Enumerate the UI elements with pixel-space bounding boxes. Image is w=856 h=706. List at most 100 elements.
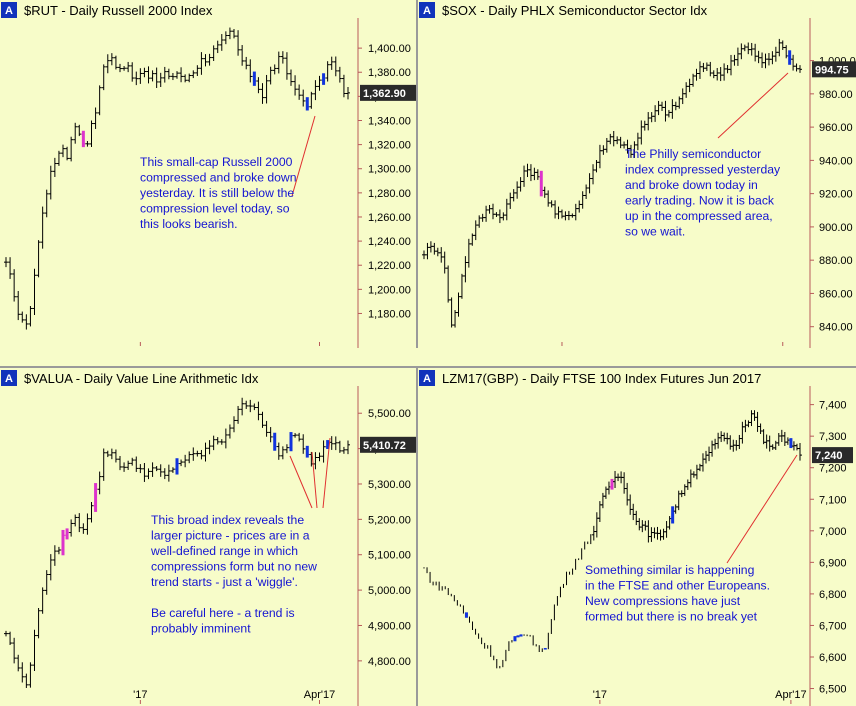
- ohlc-bar: [32, 268, 37, 316]
- ohlc-bar: [219, 439, 224, 445]
- panel-background: [0, 0, 416, 348]
- annotation-line-text: early trading. Now it is back: [625, 194, 775, 208]
- ohlc-bar: [183, 454, 188, 468]
- ohlc-bar: [138, 464, 143, 474]
- ohlc-bar: [199, 449, 204, 460]
- panel-badge: [419, 2, 435, 18]
- ohlc-bar: [101, 64, 106, 91]
- panel-title: $VALUA - Daily Value Line Arithmetic Idx: [24, 371, 259, 386]
- ohlc-bar: [8, 257, 13, 279]
- ohlc-bar: [32, 629, 37, 672]
- ohlc-bar: [122, 462, 127, 472]
- price-tick-label: 6,500: [819, 684, 847, 696]
- panel-badge-label: A: [423, 5, 431, 17]
- ohlc-bar: [142, 462, 147, 482]
- ohlc-bar: [158, 72, 163, 87]
- ohlc-bar: [191, 70, 196, 79]
- ohlc-bar: [150, 462, 155, 477]
- annotation-lines: [726, 454, 798, 564]
- ohlc-bar: [162, 468, 167, 480]
- annotation-line-text: compressions form but no new: [151, 560, 317, 574]
- price-tick-label: 1,220.00: [368, 260, 411, 272]
- price-tick-label: 7,100: [819, 494, 847, 506]
- ohlc-bar: [170, 72, 175, 81]
- panel-2: A $SOX - Daily PHLX Semiconductor Sector …: [418, 0, 856, 361]
- annotation-line-text: larger picture - prices are in a: [151, 529, 310, 543]
- ohlc-bar: [268, 66, 273, 85]
- annotation-line: [726, 454, 798, 564]
- price-tick-label: 1,380.00: [368, 67, 411, 79]
- ohlc-bar: [122, 66, 127, 71]
- ohlc-bar: [301, 89, 306, 107]
- ohlc-bar: [207, 440, 212, 455]
- ohlc-bar: [105, 450, 110, 458]
- annotation-line: [289, 455, 313, 509]
- ohlc-bar: [260, 411, 265, 428]
- price-tick-label: 4,900.00: [368, 620, 411, 632]
- ohlc-bar: [187, 73, 192, 83]
- ohlc-bar: [85, 513, 90, 535]
- price-tick-label: 7,400: [819, 400, 847, 412]
- price-tick-label: 6,800: [819, 589, 847, 601]
- ohlc-bar: [301, 434, 306, 454]
- ohlc-bar: [317, 75, 322, 91]
- ohlc-bar: [126, 460, 131, 470]
- ohlc-bar: [236, 30, 241, 56]
- price-tick-label: 7,200: [819, 463, 847, 475]
- ohlc-bar: [85, 141, 90, 147]
- ohlc-bar: [280, 51, 285, 64]
- ohlc-bar: [232, 416, 236, 433]
- ohlc-bar: [341, 446, 346, 454]
- annotation-line-text: well-defined range in which: [150, 544, 298, 558]
- ohlc-bar: [670, 506, 675, 524]
- price-tick-label: 940.00: [819, 155, 853, 167]
- ohlc-bar: [252, 403, 257, 411]
- price-tick-label: 6,700: [819, 620, 847, 632]
- ohlc-bar: [65, 146, 70, 161]
- price-tick-label: 980.00: [819, 89, 853, 101]
- ohlc-bar: [93, 483, 98, 512]
- ohlc-bar: [289, 69, 293, 86]
- ohlc-bar: [97, 85, 102, 116]
- price-tick-label: 1,320.00: [368, 140, 411, 152]
- ohlc-bar: [48, 554, 53, 581]
- last-price-label: 7,240: [815, 450, 843, 462]
- annotation-line-text: This small-cap Russell 2000: [140, 155, 293, 169]
- ohlc-bar: [337, 440, 342, 453]
- last-price-box: [360, 436, 422, 453]
- ohlc-bar: [305, 445, 310, 458]
- ohlc-bar: [4, 257, 8, 268]
- ohlc-bar: [56, 150, 61, 166]
- ohlc-bar: [109, 53, 114, 66]
- ohlc-bar: [130, 457, 135, 466]
- ohlc-bar: [341, 74, 346, 98]
- ohlc-bar: [134, 456, 139, 472]
- ohlc-bar: [105, 54, 110, 74]
- ohlc-bar: [787, 50, 792, 65]
- ohlc-bar: [227, 27, 232, 40]
- ohlc-bar: [236, 405, 241, 424]
- ohlc-bar: [81, 523, 86, 534]
- ohlc-bar: [24, 314, 29, 330]
- ohlc-bar: [77, 124, 82, 137]
- annotation-line-text: in the FTSE and other Europeans.: [585, 579, 770, 593]
- ohlc-bar: [207, 53, 212, 66]
- ohlc-bar: [89, 120, 94, 147]
- annotation-line: [717, 72, 789, 139]
- ohlc-bar: [48, 165, 53, 200]
- ohlc-bar: [89, 502, 94, 523]
- ohlc-bar: [12, 637, 17, 664]
- ohlc-bar: [170, 467, 175, 473]
- ohlc-bar: [276, 442, 281, 460]
- ohlc-bar: [240, 397, 245, 416]
- annotation-text: The Philly semiconductor index compressed…: [625, 147, 781, 239]
- ohlc-bar: [44, 189, 49, 218]
- ohlc-bar: [16, 654, 21, 672]
- ohlc-bar: [93, 107, 98, 129]
- ohlc-bar: [187, 451, 192, 464]
- annotation-line: [311, 451, 318, 509]
- annotation-line-text: and broke down today in: [625, 178, 758, 192]
- annotation-line-text: Something similar is happening: [585, 563, 754, 577]
- ohlc-bar: [191, 447, 196, 461]
- ohlc-bar: [97, 471, 102, 495]
